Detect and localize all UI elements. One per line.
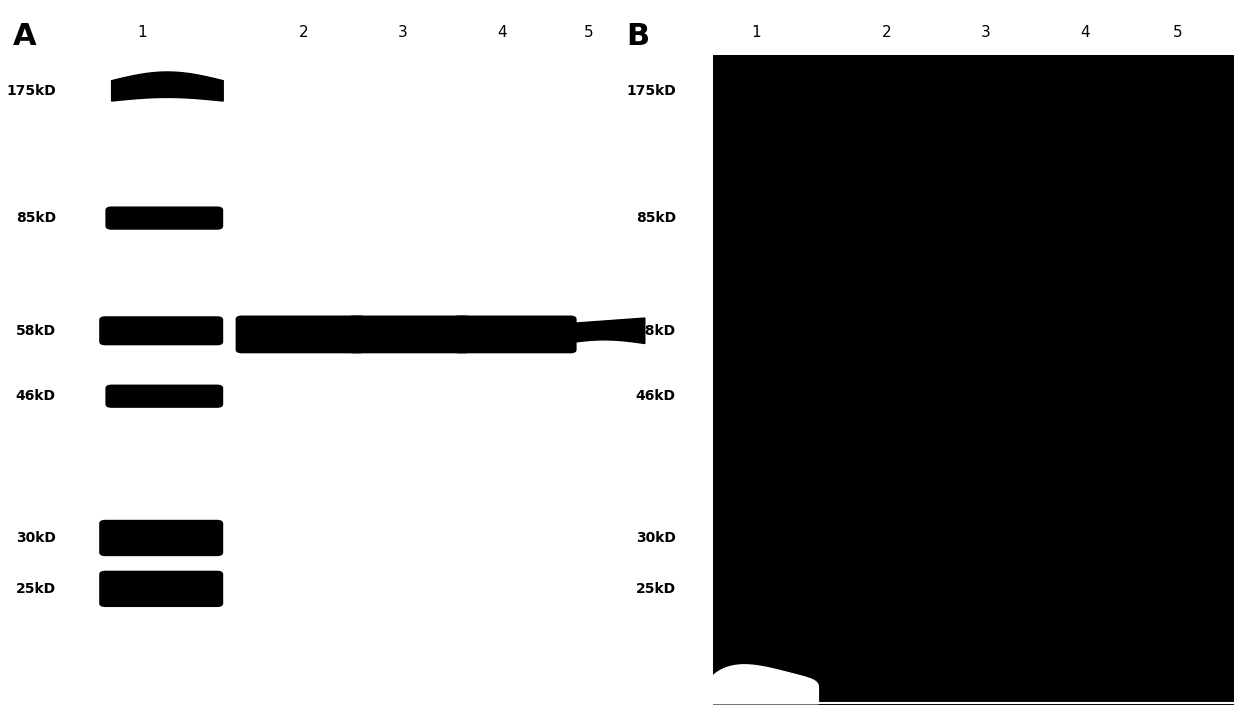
FancyBboxPatch shape [99,571,223,607]
Polygon shape [707,664,818,704]
Text: 25kD: 25kD [636,582,676,596]
FancyBboxPatch shape [453,316,577,353]
Text: 58kD: 58kD [636,324,676,338]
Bar [713,55,1234,705]
Text: 85kD: 85kD [16,211,56,225]
Text: 3: 3 [398,25,408,41]
Text: 1: 1 [138,25,148,41]
FancyBboxPatch shape [99,316,223,345]
FancyBboxPatch shape [99,520,223,556]
Text: 2: 2 [882,25,892,41]
Text: 1: 1 [751,25,761,41]
Text: 58kD: 58kD [16,324,56,338]
FancyBboxPatch shape [105,206,223,230]
Text: 25kD: 25kD [16,582,56,596]
Text: 46kD: 46kD [16,389,56,403]
Text: 4: 4 [497,25,507,41]
Text: 85kD: 85kD [636,211,676,225]
Text: 175kD: 175kD [6,84,56,98]
Text: 175kD: 175kD [626,84,676,98]
Text: B: B [626,22,650,51]
Polygon shape [564,318,645,343]
Text: 5: 5 [1173,25,1183,41]
Text: 5: 5 [584,25,594,41]
Text: 2: 2 [299,25,309,41]
FancyBboxPatch shape [347,316,471,353]
Text: 46kD: 46kD [636,389,676,403]
Text: A: A [12,22,36,51]
Text: 4: 4 [1080,25,1090,41]
Polygon shape [112,72,223,101]
Text: 3: 3 [981,25,991,41]
Text: 30kD: 30kD [636,531,676,545]
FancyBboxPatch shape [105,385,223,408]
Text: 30kD: 30kD [16,531,56,545]
FancyBboxPatch shape [236,316,366,353]
